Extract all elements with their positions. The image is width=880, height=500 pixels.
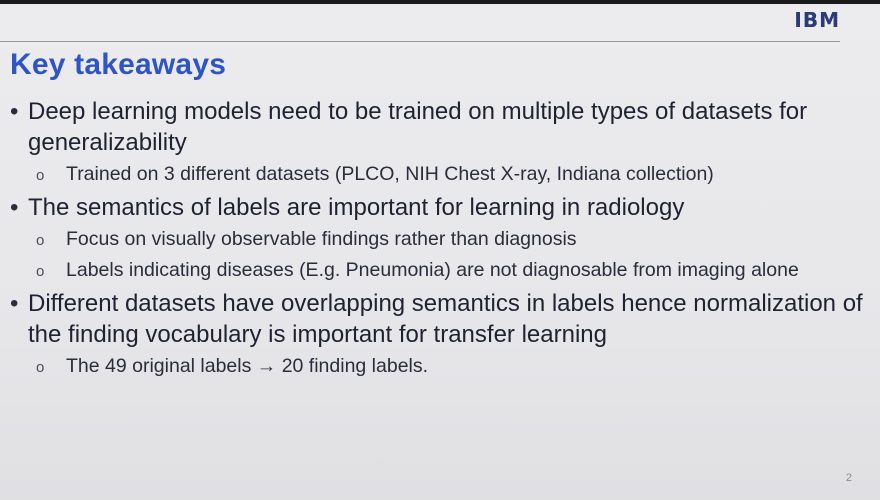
hollow-circle-icon: o bbox=[36, 263, 45, 280]
sub-bullet-item: o The 49 original labels → 20 finding la… bbox=[0, 353, 880, 380]
hollow-circle-icon: o bbox=[36, 232, 45, 249]
ibm-logo: IBM bbox=[794, 8, 840, 32]
slide-title: Key takeaways bbox=[10, 48, 227, 81]
bullet-text: The semantics of labels are important fo… bbox=[28, 194, 685, 221]
sub-bullet-item: o Trained on 3 different datasets (PLCO,… bbox=[0, 161, 880, 188]
sub-bullet-text: Focus on visually observable findings ra… bbox=[66, 228, 577, 250]
slide: IBM Key takeaways • Deep learning models… bbox=[0, 4, 880, 500]
bullet-dot-icon: • bbox=[10, 194, 19, 221]
hollow-circle-icon: o bbox=[36, 359, 45, 376]
sub-bullet-text: Labels indicating diseases (E.g. Pneumon… bbox=[66, 259, 799, 281]
bullet-dot-icon: • bbox=[10, 290, 19, 317]
page-number: 2 bbox=[845, 472, 852, 484]
header-divider bbox=[0, 41, 840, 42]
bullet-item: • The semantics of labels are important … bbox=[0, 192, 880, 223]
bullet-list: • Deep learning models need to be traine… bbox=[0, 96, 880, 384]
bullet-dot-icon: • bbox=[10, 98, 19, 125]
bullet-text: Different datasets have overlapping sema… bbox=[28, 290, 863, 348]
bullet-item: • Deep learning models need to be traine… bbox=[0, 96, 880, 158]
sub-bullet-item: o Focus on visually observable findings … bbox=[0, 226, 880, 253]
bullet-text: Deep learning models need to be trained … bbox=[28, 98, 808, 156]
sub-bullet-item: o Labels indicating diseases (E.g. Pneum… bbox=[0, 257, 880, 284]
bullet-item: • Different datasets have overlapping se… bbox=[0, 288, 880, 350]
sub-bullet-text: The 49 original labels → 20 finding labe… bbox=[66, 355, 429, 377]
hollow-circle-icon: o bbox=[36, 167, 45, 184]
sub-bullet-text: Trained on 3 different datasets (PLCO, N… bbox=[66, 163, 714, 185]
